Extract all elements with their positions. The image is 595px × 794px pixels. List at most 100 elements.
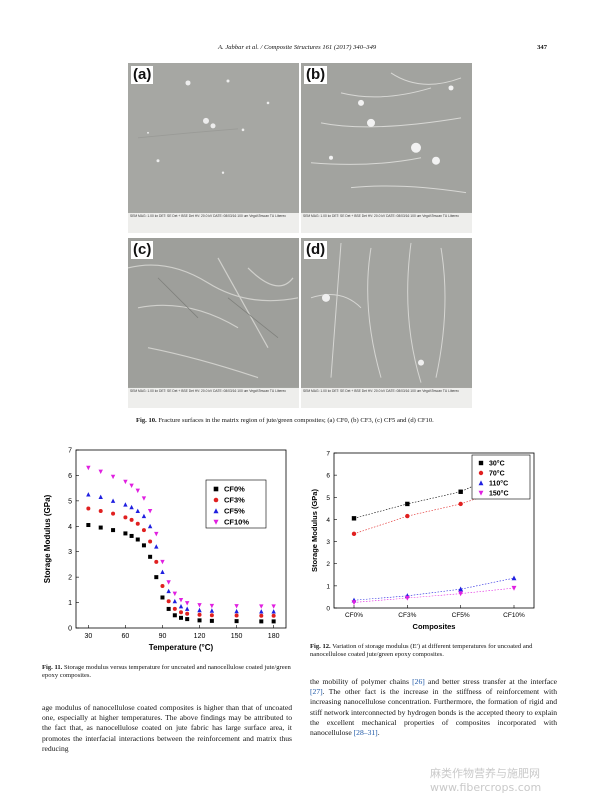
data-point: [185, 617, 190, 622]
trend-line: [353, 577, 515, 601]
data-point: [123, 531, 128, 536]
data-point: [154, 531, 159, 537]
data-point: [166, 580, 171, 585]
data-point: [98, 509, 103, 514]
panel-label-a: (a): [131, 66, 154, 84]
data-point: [98, 469, 103, 475]
y-tick-label: 7: [326, 451, 330, 458]
legend-marker: [213, 486, 219, 492]
y-tick-label: 2: [326, 561, 330, 568]
data-point: [141, 496, 147, 501]
page-number: 347: [537, 44, 547, 51]
data-point: [123, 515, 128, 520]
data-point: [160, 584, 165, 589]
fig11-chart: 0 1 2 3 4 5 6 7 30 60 90 120 150 180 Temperature (°C) S…: [43, 448, 287, 652]
fig11-caption-text: Storage modulus versus temperature for u…: [42, 664, 291, 680]
legend-label: 110°C: [489, 480, 508, 488]
data-point: [98, 494, 103, 500]
data-point: [141, 513, 147, 519]
legend-marker: [213, 497, 219, 503]
sem-panel-b: SEM MAG: 1.00 kx DET: SE Det + BSE Det H…: [301, 63, 472, 233]
fig10-caption-label: Fig. 10.: [136, 417, 157, 424]
data-point: [172, 598, 178, 604]
sem-panel-a: SEM MAG: 1.00 kx DET: SE Det + BSE Det H…: [128, 63, 299, 233]
fig10-caption: Fig. 10. Fracture surfaces in the matrix…: [136, 417, 496, 425]
data-point: [458, 591, 464, 597]
legend-label: CF3%: [224, 496, 245, 505]
data-point: [351, 600, 357, 606]
data-point: [511, 575, 517, 581]
legend-marker: [478, 460, 484, 466]
sem-texture-d: [301, 238, 472, 388]
x-tick-label: CF5%: [452, 612, 470, 619]
data-point: [86, 523, 91, 528]
citation-link-28-31[interactable]: [28–31]: [353, 728, 378, 738]
sem-texture-b: [301, 63, 472, 213]
x-tick-label: 90: [159, 633, 167, 640]
data-point: [172, 606, 177, 611]
data-point: [135, 537, 140, 542]
citation-link-27[interactable]: [27]: [310, 687, 323, 697]
data-point: [209, 613, 214, 618]
data-point: [209, 618, 214, 623]
legend-marker: [478, 480, 484, 486]
legend-label: 150°C: [489, 490, 509, 498]
citation-link-26[interactable]: [26]: [412, 677, 425, 686]
data-point: [160, 595, 165, 600]
data-point: [405, 501, 410, 507]
sem-panel-d: SEM MAG: 1.00 kx DET: SE Det + BSE Det H…: [301, 238, 472, 408]
data-point: [185, 611, 190, 616]
fig12-caption-label: Fig. 12.: [310, 643, 331, 650]
x-axis-label: Temperature (°C): [149, 643, 214, 652]
data-point: [271, 613, 276, 618]
y-tick-label: 3: [68, 549, 72, 556]
data-point: [234, 604, 239, 609]
watermark-text: 麻类作物营养与施肥网 www.fibercrops.com: [430, 767, 542, 794]
data-point: [166, 599, 171, 604]
y-tick-label: 6: [326, 473, 330, 480]
data-point: [147, 523, 153, 529]
data-point: [160, 559, 165, 565]
data-point: [197, 603, 202, 608]
y-tick-label: 5: [326, 495, 330, 502]
data-point: [511, 585, 517, 591]
data-point: [154, 575, 159, 580]
legend-label: CF0%: [224, 485, 245, 494]
data-point: [404, 595, 410, 601]
sem-info-bar-b: SEM MAG: 1.00 kx DET: SE Det + BSE Det H…: [301, 212, 472, 233]
data-point: [197, 612, 202, 617]
particle-specks: [147, 79, 270, 174]
data-point: [98, 525, 103, 530]
fig11-caption: Fig. 11. Storage modulus versus temperat…: [42, 664, 292, 680]
particle-clusters: [329, 85, 454, 165]
legend-label: CF10%: [224, 518, 249, 527]
x-tick-label: 180: [268, 633, 280, 640]
sem-panel-c: SEM MAG: 1.00 kx DET: SE Det + BSE Det H…: [128, 238, 299, 408]
body-right-part2: and better stress transfer at the interf…: [424, 677, 557, 686]
data-point: [178, 598, 184, 603]
data-point: [111, 511, 116, 516]
data-point: [148, 554, 153, 559]
data-point: [123, 502, 128, 507]
fig12-caption: Fig. 12. Variation of storage modulus (E…: [310, 643, 555, 659]
panel-label-b: (b): [304, 66, 328, 84]
data-point: [86, 465, 91, 471]
legend-marker: [213, 508, 219, 514]
data-point: [259, 613, 264, 618]
body-right-part1: the mobility of polymer chains: [310, 677, 413, 686]
y-tick-label: 6: [68, 473, 72, 480]
x-tick-label: CF3%: [398, 612, 416, 619]
sem-info-bar-a: SEM MAG: 1.00 kx DET: SE Det + BSE Det H…: [128, 212, 299, 233]
legend-marker: [478, 470, 484, 476]
running-header: A. Jabbar et al. / Composite Structures …: [218, 44, 377, 51]
fig11-caption-label: Fig. 11.: [42, 664, 63, 671]
x-tick-label: 120: [194, 633, 206, 640]
data-point: [271, 609, 276, 614]
legend-marker: [213, 519, 219, 525]
x-tick-label: CF0%: [345, 612, 363, 619]
y-tick-label: 0: [68, 626, 72, 633]
data-point: [129, 504, 134, 510]
data-point: [166, 606, 171, 611]
data-point: [234, 619, 239, 624]
y-tick-label: 4: [68, 524, 72, 531]
